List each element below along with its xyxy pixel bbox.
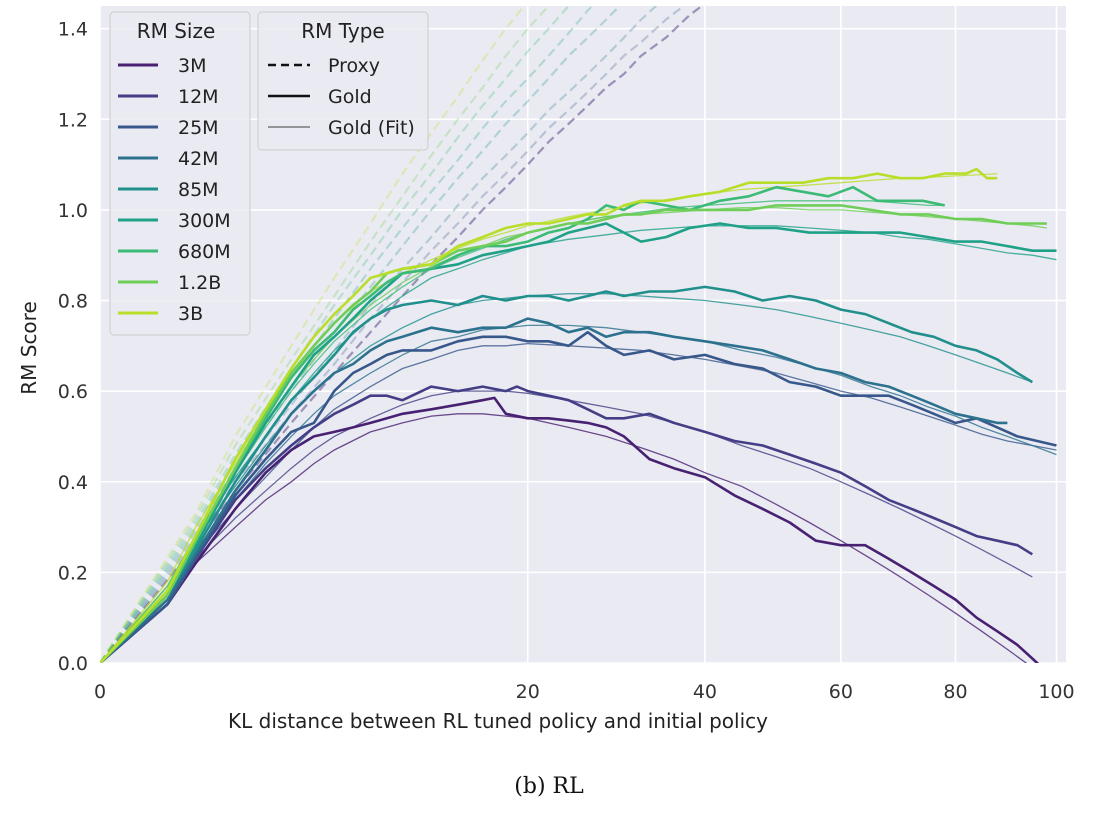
proxy-line-3M — [100, 6, 704, 663]
y-tick-label: 0.8 — [58, 291, 88, 313]
gold-line-3B — [100, 167, 998, 663]
x-tick-label: 60 — [829, 681, 853, 703]
gold-line-42M — [100, 317, 1008, 663]
gold-line-3M — [100, 396, 1040, 663]
x-tick-label: 80 — [943, 681, 967, 703]
legend-label-42M: 42M — [178, 148, 219, 170]
y-tick-label: 0.6 — [58, 381, 88, 403]
proxy-line-3B — [100, 6, 526, 663]
legend-size-frame — [109, 11, 251, 336]
legend-rm-type: RM Type Proxy Gold Gold (Fit) — [257, 11, 429, 151]
legend-type-title: RM Type — [301, 19, 384, 43]
gold-line-300M — [100, 222, 1057, 663]
y-tick-label: 0.0 — [58, 653, 88, 675]
gold-fit-line-3M — [100, 413, 1028, 663]
gold-line-12M — [100, 385, 1033, 663]
y-tick-label: 0.2 — [58, 562, 88, 584]
legend-label-25M: 25M — [178, 117, 219, 139]
gold-line-85M — [100, 285, 1033, 663]
legend-type-frame — [257, 11, 429, 151]
legend-type-label-dashed: Proxy — [328, 55, 380, 77]
x-tick-label: 100 — [1038, 681, 1074, 703]
y-tick-label: 1.2 — [58, 109, 88, 131]
legend-type-label-solid: Gold — [328, 86, 372, 108]
legend-type-label-thin: Gold (Fit) — [328, 117, 415, 139]
legend-label-1.2B: 1.2B — [178, 272, 221, 294]
series-layer — [100, 6, 1057, 663]
legend-label-3M: 3M — [178, 55, 206, 77]
legend-size-title: RM Size — [137, 19, 216, 43]
legend-label-3B: 3B — [178, 303, 203, 325]
legend-label-12M: 12M — [178, 86, 219, 108]
figure-caption: (b) RL — [514, 774, 584, 799]
legend-label-680M: 680M — [178, 241, 231, 263]
x-tick-label: 20 — [516, 681, 540, 703]
y-tick-label: 1.0 — [58, 200, 88, 222]
proxy-line-12M — [100, 6, 704, 663]
proxy-line-42M — [100, 6, 658, 663]
gold-line-25M — [100, 330, 1057, 663]
x-axis-label: KL distance between RL tuned policy and … — [228, 709, 768, 733]
y-tick-label: 1.4 — [58, 19, 88, 41]
proxy-line-1.2B — [100, 6, 551, 663]
proxy-line-85M — [100, 6, 622, 663]
gold-line-1.2B — [100, 204, 1047, 663]
gold-line-680M — [100, 185, 945, 663]
legend-label-85M: 85M — [178, 179, 219, 201]
legend-rm-size: RM Size 3M 12M 25M 42M 85M 300M 680M 1.2B 3B — [109, 11, 251, 336]
y-axis-label: RM Score — [17, 301, 41, 395]
y-tick-label: 0.4 — [58, 472, 88, 494]
proxy-line-680M — [100, 6, 571, 663]
proxy-line-25M — [100, 6, 686, 663]
legend-label-300M: 300M — [178, 210, 231, 232]
x-tick-label: 0 — [94, 681, 106, 703]
x-tick-label: 40 — [693, 681, 717, 703]
